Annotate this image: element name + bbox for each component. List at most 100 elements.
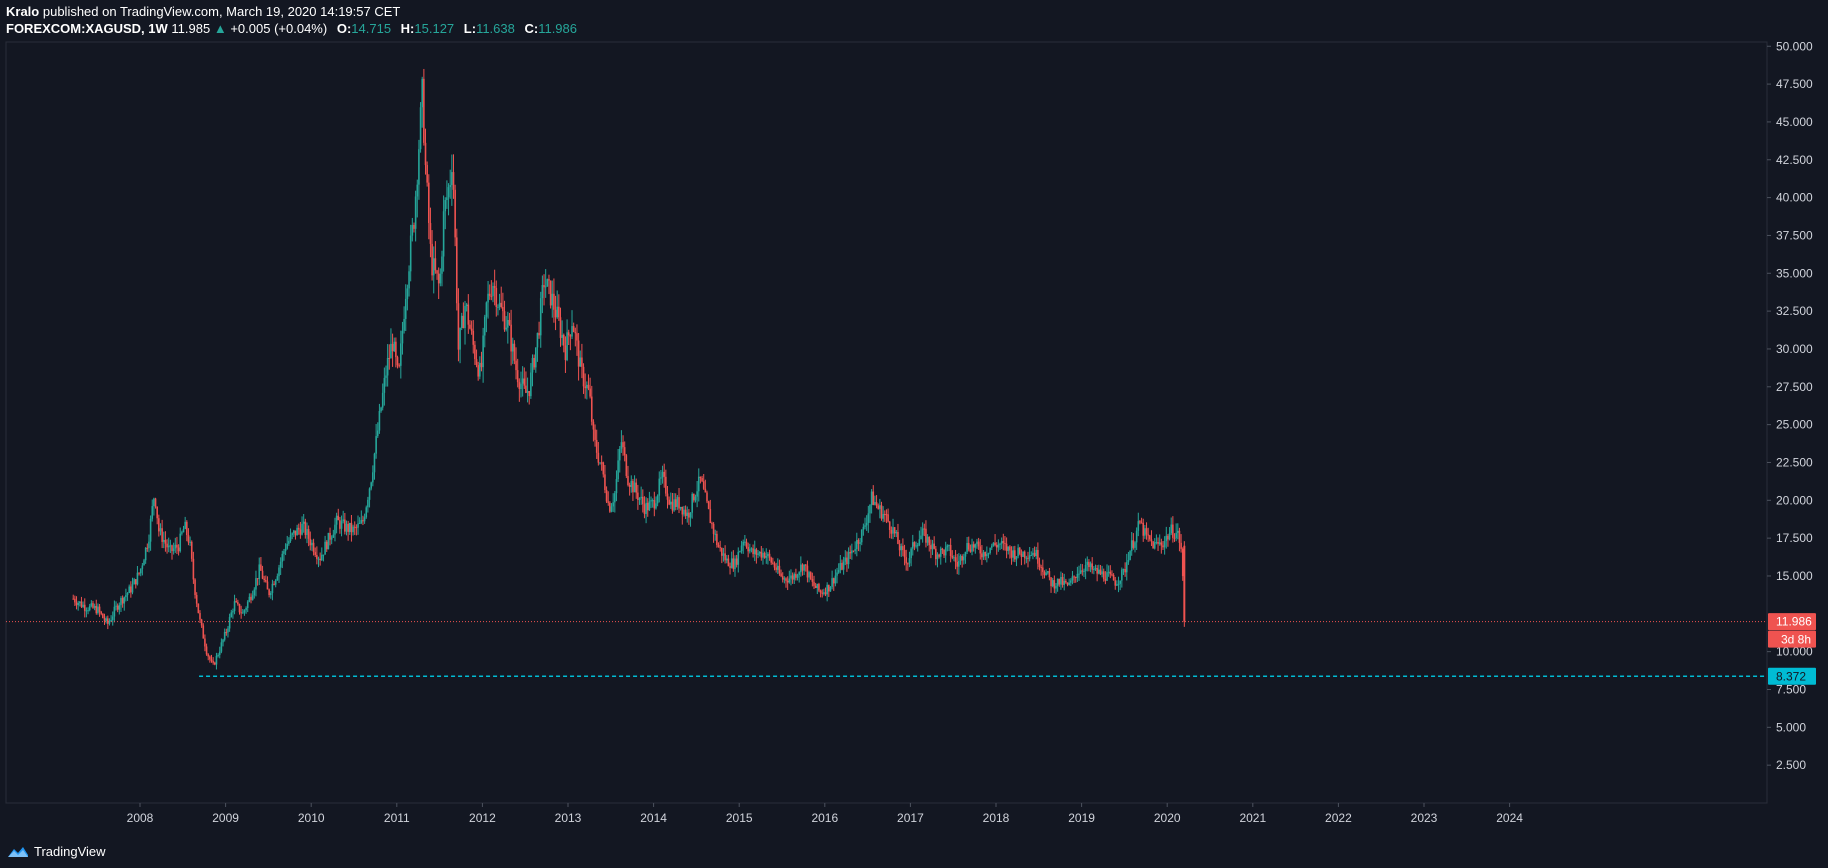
candle-body (981, 553, 983, 558)
candle-body (1157, 542, 1159, 544)
symbol-name[interactable]: FOREXCOM:XAGUSD, 1W (6, 21, 168, 36)
candle-body (1079, 570, 1082, 574)
candle-body (74, 598, 76, 603)
candle-body (642, 496, 644, 505)
candle-body (966, 543, 968, 552)
candle-body (785, 578, 787, 581)
candle-body (976, 541, 978, 545)
candle-body (1163, 541, 1166, 548)
price-axis[interactable]: 50.000 47.500 45.000 42.500 40.000 37.500 35.0… (1767, 39, 1813, 772)
candle-body (1045, 572, 1047, 576)
time-axis[interactable]: 2008 2009 2010 2011 2012 2013 2014 2015 2016 2017… (127, 803, 1524, 825)
candle-body (204, 638, 206, 647)
candles-group (72, 68, 1186, 670)
candle-body (589, 388, 591, 397)
candle-body (261, 570, 264, 579)
candle-body (184, 521, 186, 529)
x-tick-label: 2023 (1411, 811, 1438, 825)
candle-body (1063, 580, 1066, 585)
candle-body (994, 542, 996, 546)
candle-body (95, 606, 98, 614)
candle-body (286, 543, 289, 549)
candle-body (640, 496, 642, 499)
candle-body (684, 509, 687, 516)
candle-body (671, 501, 674, 511)
candle-body (284, 548, 287, 552)
candle-body (655, 503, 657, 509)
candle-body (870, 491, 873, 506)
candle-body (842, 561, 845, 570)
candle-body (413, 224, 415, 229)
candle-body (586, 384, 588, 389)
candle-body (758, 551, 761, 554)
candle-body (273, 583, 275, 585)
candle-body (1175, 532, 1177, 539)
candle-body (424, 142, 427, 166)
candle-body (617, 460, 619, 480)
candle-body (984, 552, 987, 557)
candle-body (923, 528, 926, 530)
candle-body (404, 298, 407, 319)
candle-body (182, 528, 185, 533)
candle-body (238, 603, 241, 613)
candle-body (791, 575, 794, 580)
candle-body (874, 502, 876, 505)
candle-body (436, 270, 438, 274)
candle-body (673, 499, 675, 511)
candle-body (867, 513, 870, 523)
candle-body (210, 659, 213, 661)
candle-body (1130, 540, 1133, 552)
candle-body (819, 590, 822, 593)
y-tick-label: 42.500 (1776, 153, 1813, 167)
author-name[interactable]: Kralo (6, 4, 40, 19)
candle-body (678, 497, 680, 509)
candle-body (126, 592, 129, 596)
candle-body (944, 547, 947, 556)
y-tick-label: 17.500 (1776, 531, 1813, 545)
candle-body (480, 362, 483, 368)
candle-body (268, 589, 270, 596)
candle-body (209, 656, 211, 660)
candle-body (146, 547, 149, 549)
candle-body (1005, 543, 1008, 551)
candle-body (401, 330, 404, 344)
candle-body (316, 554, 318, 559)
candle-body (559, 317, 562, 338)
candle-body (854, 549, 856, 551)
candle-body (541, 285, 544, 299)
price-change: +0.005 (+0.04%) (230, 21, 328, 36)
candle-body (946, 545, 949, 548)
y-tick-label: 7.500 (1776, 682, 1806, 696)
candle-body (775, 567, 777, 570)
candle-body (1074, 577, 1077, 579)
candle-body (1070, 580, 1072, 583)
candle-body (915, 545, 917, 547)
y-tick-label: 20.000 (1776, 493, 1813, 507)
candle-body (523, 378, 526, 386)
candle-body (518, 382, 521, 390)
candle-body (1068, 582, 1070, 585)
candle-body (714, 533, 717, 535)
candle-body (702, 481, 705, 489)
tradingview-brand[interactable]: TradingView (34, 844, 106, 859)
candle-body (721, 547, 723, 556)
candle-body (97, 606, 99, 614)
candle-body (903, 550, 906, 558)
tradingview-logo-icon[interactable] (6, 845, 30, 859)
candle-body (212, 660, 214, 663)
candle-body (452, 172, 455, 190)
candle-body (753, 549, 756, 555)
candle-body (454, 189, 456, 238)
candle-body (1104, 578, 1107, 581)
candle-body (503, 311, 506, 330)
candle-body (959, 555, 962, 561)
candle-body (485, 302, 488, 317)
candle-body (561, 334, 563, 338)
candle-body (492, 285, 494, 297)
candle-body (926, 536, 929, 543)
candle-body (551, 293, 554, 306)
candle-body (472, 330, 475, 345)
candle-body (614, 493, 616, 503)
candle-body (118, 605, 121, 610)
